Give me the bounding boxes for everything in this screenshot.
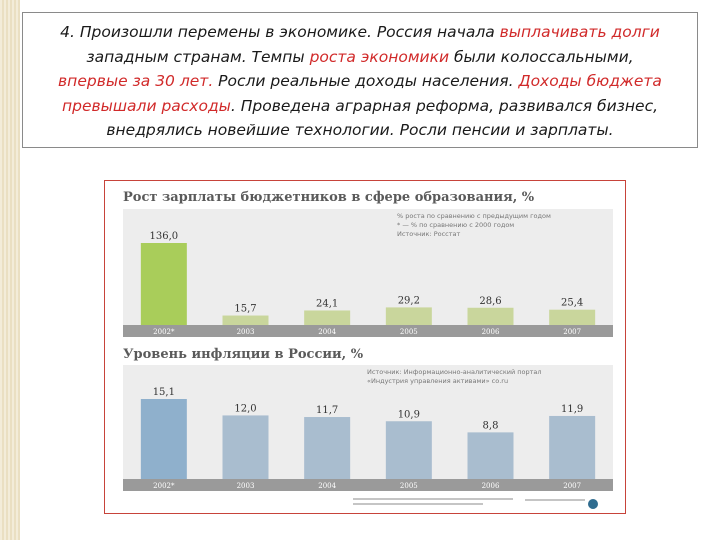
year-label: 2006	[482, 482, 500, 490]
year-axis-band	[123, 479, 613, 491]
year-label: 2005	[400, 328, 418, 336]
data-label: 28,6	[479, 296, 501, 307]
text-segment: западным странам. Темпы	[86, 47, 310, 66]
chart-note: Источник: Информационно-аналитический по…	[367, 368, 542, 376]
chart-panel	[123, 209, 613, 337]
text-segment: внедрялись новейшие технологии. Росли пе…	[106, 121, 614, 139]
year-label: 2004	[318, 328, 336, 336]
bar	[385, 421, 432, 479]
data-label: 10,9	[398, 409, 420, 420]
year-label: 2006	[482, 328, 500, 336]
text-line: превышали расходы. Проведена аграрная ре…	[31, 94, 689, 119]
data-label: 15,1	[153, 387, 175, 398]
data-label: 136,0	[150, 231, 179, 242]
highlighted-text: роста экономики	[309, 47, 450, 66]
data-label: 29,2	[398, 295, 420, 306]
highlighted-text: впервые за 30 лет.	[58, 72, 214, 90]
bar	[304, 417, 351, 479]
highlighted-text: превышали расходы	[61, 96, 231, 115]
chart-note: % роста по сравнению с предыдущим годом	[397, 212, 551, 220]
year-label: 2004	[318, 482, 336, 490]
highlighted-text: Доходы бюджета	[518, 72, 662, 90]
charts-svg: Рост зарплаты бюджетников в сфере образо…	[123, 190, 613, 509]
publisher-logo-icon	[588, 499, 598, 509]
bar	[385, 307, 432, 325]
charts-figure: Рост зарплаты бюджетников в сфере образо…	[104, 180, 626, 514]
bar	[467, 307, 514, 325]
footer-fine-print-decoration	[353, 498, 513, 500]
bar	[140, 243, 187, 325]
year-label: 2007	[563, 328, 581, 336]
footer-fine-print-decoration	[353, 503, 483, 505]
chart-note: * — % по сравнению с 2000 годом	[397, 221, 514, 229]
data-label: 12,0	[234, 403, 256, 414]
bar	[304, 310, 351, 325]
text-segment: были колоссальными,	[449, 47, 634, 66]
year-axis-band	[123, 325, 613, 337]
chart-note: «Индустрия управления активами» со.ru	[367, 377, 508, 385]
text-segment: . Проведена аграрная реформа, развивался…	[230, 96, 659, 115]
year-label: 2002*	[153, 482, 175, 490]
text-segment: 4. Произошли перемены в экономике. Росси…	[60, 23, 500, 41]
data-label: 11,7	[316, 405, 338, 416]
text-line: западным странам. Темпы роста экономики …	[31, 45, 689, 70]
text-line: впервые за 30 лет. Росли реальные доходы…	[31, 69, 689, 94]
bar	[467, 432, 514, 479]
year-label: 2005	[400, 482, 418, 490]
bar	[549, 309, 596, 325]
year-label: 2007	[563, 482, 581, 490]
bar	[222, 315, 269, 325]
bar	[549, 415, 596, 479]
text-line: 4. Произошли перемены в экономике. Росси…	[31, 20, 689, 45]
data-label: 8,8	[483, 420, 499, 431]
data-label: 24,1	[316, 298, 338, 309]
text-line: внедрялись новейшие технологии. Росли пе…	[31, 118, 689, 143]
highlighted-text: выплачивать долги	[499, 23, 660, 41]
chart-title: Уровень инфляции в России, %	[123, 347, 364, 362]
year-label: 2002*	[153, 328, 175, 336]
chart-panel	[123, 365, 613, 491]
slide-text: 4. Произошли перемены в экономике. Росси…	[22, 12, 698, 148]
year-label: 2003	[237, 482, 255, 490]
year-label: 2003	[237, 328, 255, 336]
data-label: 11,9	[561, 404, 583, 415]
chart-note: Источник: Росстат	[397, 230, 461, 238]
data-label: 15,7	[234, 304, 256, 315]
decorative-side-stripe	[0, 0, 20, 540]
chart-title: Рост зарплаты бюджетников в сфере образо…	[123, 190, 535, 205]
bar	[140, 399, 187, 479]
data-label: 25,4	[561, 298, 583, 309]
footer-fine-print-decoration	[525, 499, 585, 501]
text-segment: Росли реальные доходы населения.	[213, 72, 519, 90]
bar	[222, 415, 269, 479]
